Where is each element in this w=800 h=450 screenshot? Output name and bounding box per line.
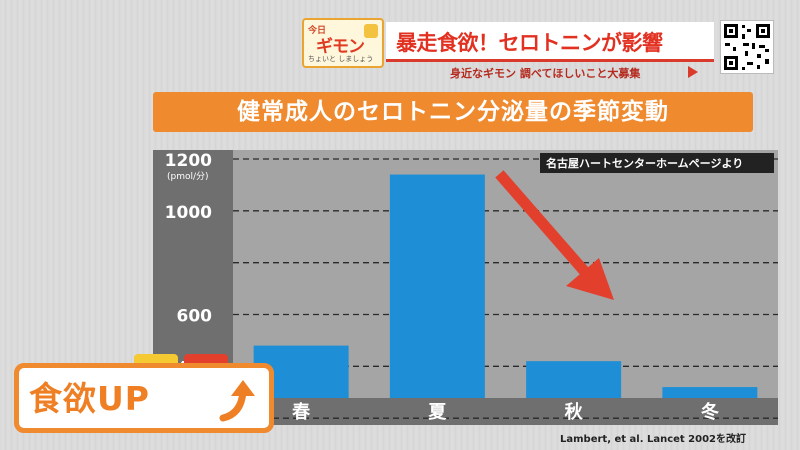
program-logo: 今日 ギモン ちょいと しましょう bbox=[302, 18, 384, 68]
logo-top-text: 今日 bbox=[308, 26, 327, 36]
subline: 身近なギモン 調べてほしいこと大募集 bbox=[450, 67, 641, 80]
category-label: 春 bbox=[292, 401, 311, 423]
qr-code-icon[interactable] bbox=[720, 20, 774, 74]
chart-title: 健常成人のセロトニン分泌量の季節変動 bbox=[237, 99, 669, 125]
arrow-right-icon bbox=[688, 66, 698, 78]
appetite-badge: 食欲UP bbox=[14, 363, 274, 433]
bar bbox=[389, 174, 485, 398]
category-label: 秋 bbox=[565, 401, 584, 423]
source-note: 名古屋ハートセンターホームページより bbox=[546, 156, 743, 170]
y-axis-unit: (pmol/分) bbox=[167, 171, 209, 182]
logo-decoration bbox=[364, 24, 378, 38]
bar bbox=[662, 387, 758, 398]
category-label: 冬 bbox=[701, 401, 719, 423]
category-strip bbox=[233, 398, 778, 425]
y-tick-label: 1200 bbox=[165, 151, 212, 171]
chart-title-bar: 健常成人のセロトニン分泌量の季節変動 bbox=[153, 92, 753, 132]
headline-bar: 暴走食欲！セロトニンが影響 bbox=[386, 22, 714, 62]
headline: 暴走食欲！セロトニンが影響 bbox=[396, 31, 663, 55]
y-tick-label: 1000 bbox=[165, 203, 212, 223]
category-label: 夏 bbox=[428, 402, 447, 423]
citation: Lambert, et al. Lancet 2002を改訂 bbox=[560, 434, 747, 445]
source-note-box bbox=[540, 153, 774, 173]
up-arrow-icon bbox=[219, 380, 255, 422]
bar bbox=[526, 361, 622, 398]
logo-main-text: ギモン bbox=[316, 37, 365, 57]
appetite-label: 食欲UP bbox=[29, 379, 150, 418]
down-arrow-icon bbox=[495, 170, 614, 300]
y-tick-label: 600 bbox=[177, 307, 213, 327]
logo-sub-text: ちょいと しましょう bbox=[308, 55, 374, 63]
